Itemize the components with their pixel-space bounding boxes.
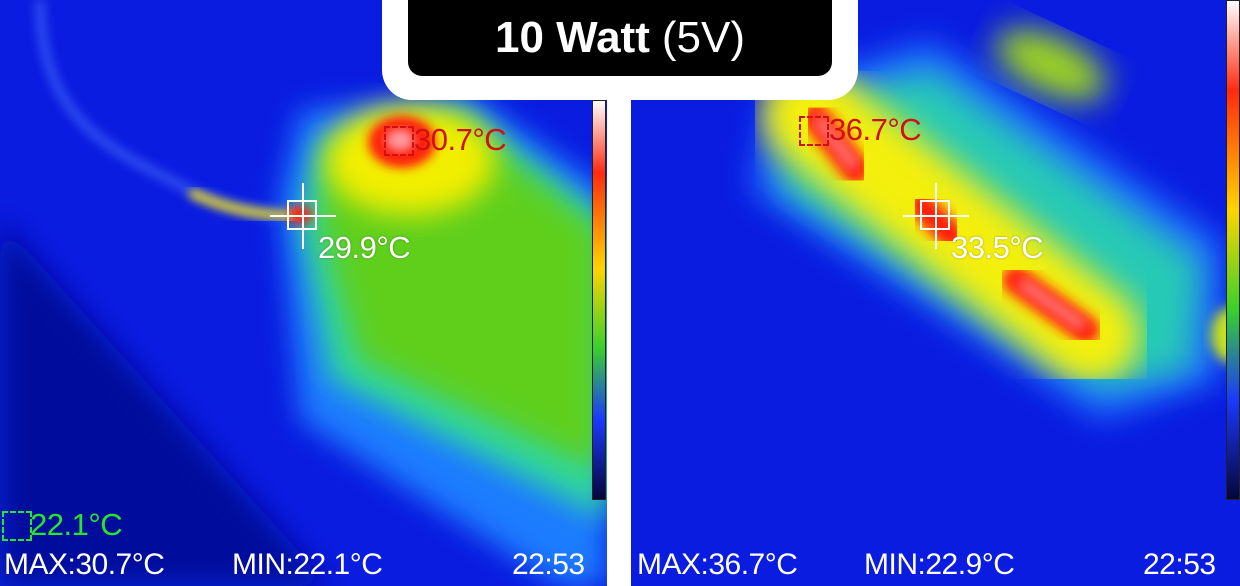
color-scale-bar-right — [1226, 0, 1240, 500]
footer-max-left: MAX:30.7°C — [4, 548, 165, 581]
center-temp-label-left: 29.9°C — [318, 230, 411, 265]
color-scale-bar-left — [592, 100, 606, 500]
title-voltage: (5V) — [661, 13, 745, 62]
thermal-image-right: 36.7°C 33.5°C MAX:36.7°C MIN:22.9°C 22:5… — [631, 0, 1240, 586]
footer-time-left: 22:53 — [512, 548, 585, 581]
title-banner: 10 Watt (5V) — [408, 0, 832, 76]
footer-max-right: MAX:36.7°C — [637, 548, 798, 581]
min-spot-marker-left — [2, 511, 32, 541]
max-temp-label-left: 30.7°C — [414, 122, 507, 157]
max-temp-label-right: 36.7°C — [829, 112, 922, 147]
title-power: 10 Watt — [495, 13, 650, 62]
footer-min-left: MIN:22.1°C — [232, 548, 383, 581]
min-temp-label-left: 22.1°C — [30, 507, 123, 542]
footer-time-right: 22:53 — [1143, 548, 1216, 581]
max-spot-marker-left — [384, 126, 414, 156]
center-crosshair-left — [270, 183, 336, 249]
center-crosshair-right — [903, 183, 969, 249]
center-temp-label-right: 33.5°C — [951, 230, 1044, 265]
max-spot-marker-right — [799, 116, 829, 146]
footer-min-right: MIN:22.9°C — [864, 548, 1015, 581]
